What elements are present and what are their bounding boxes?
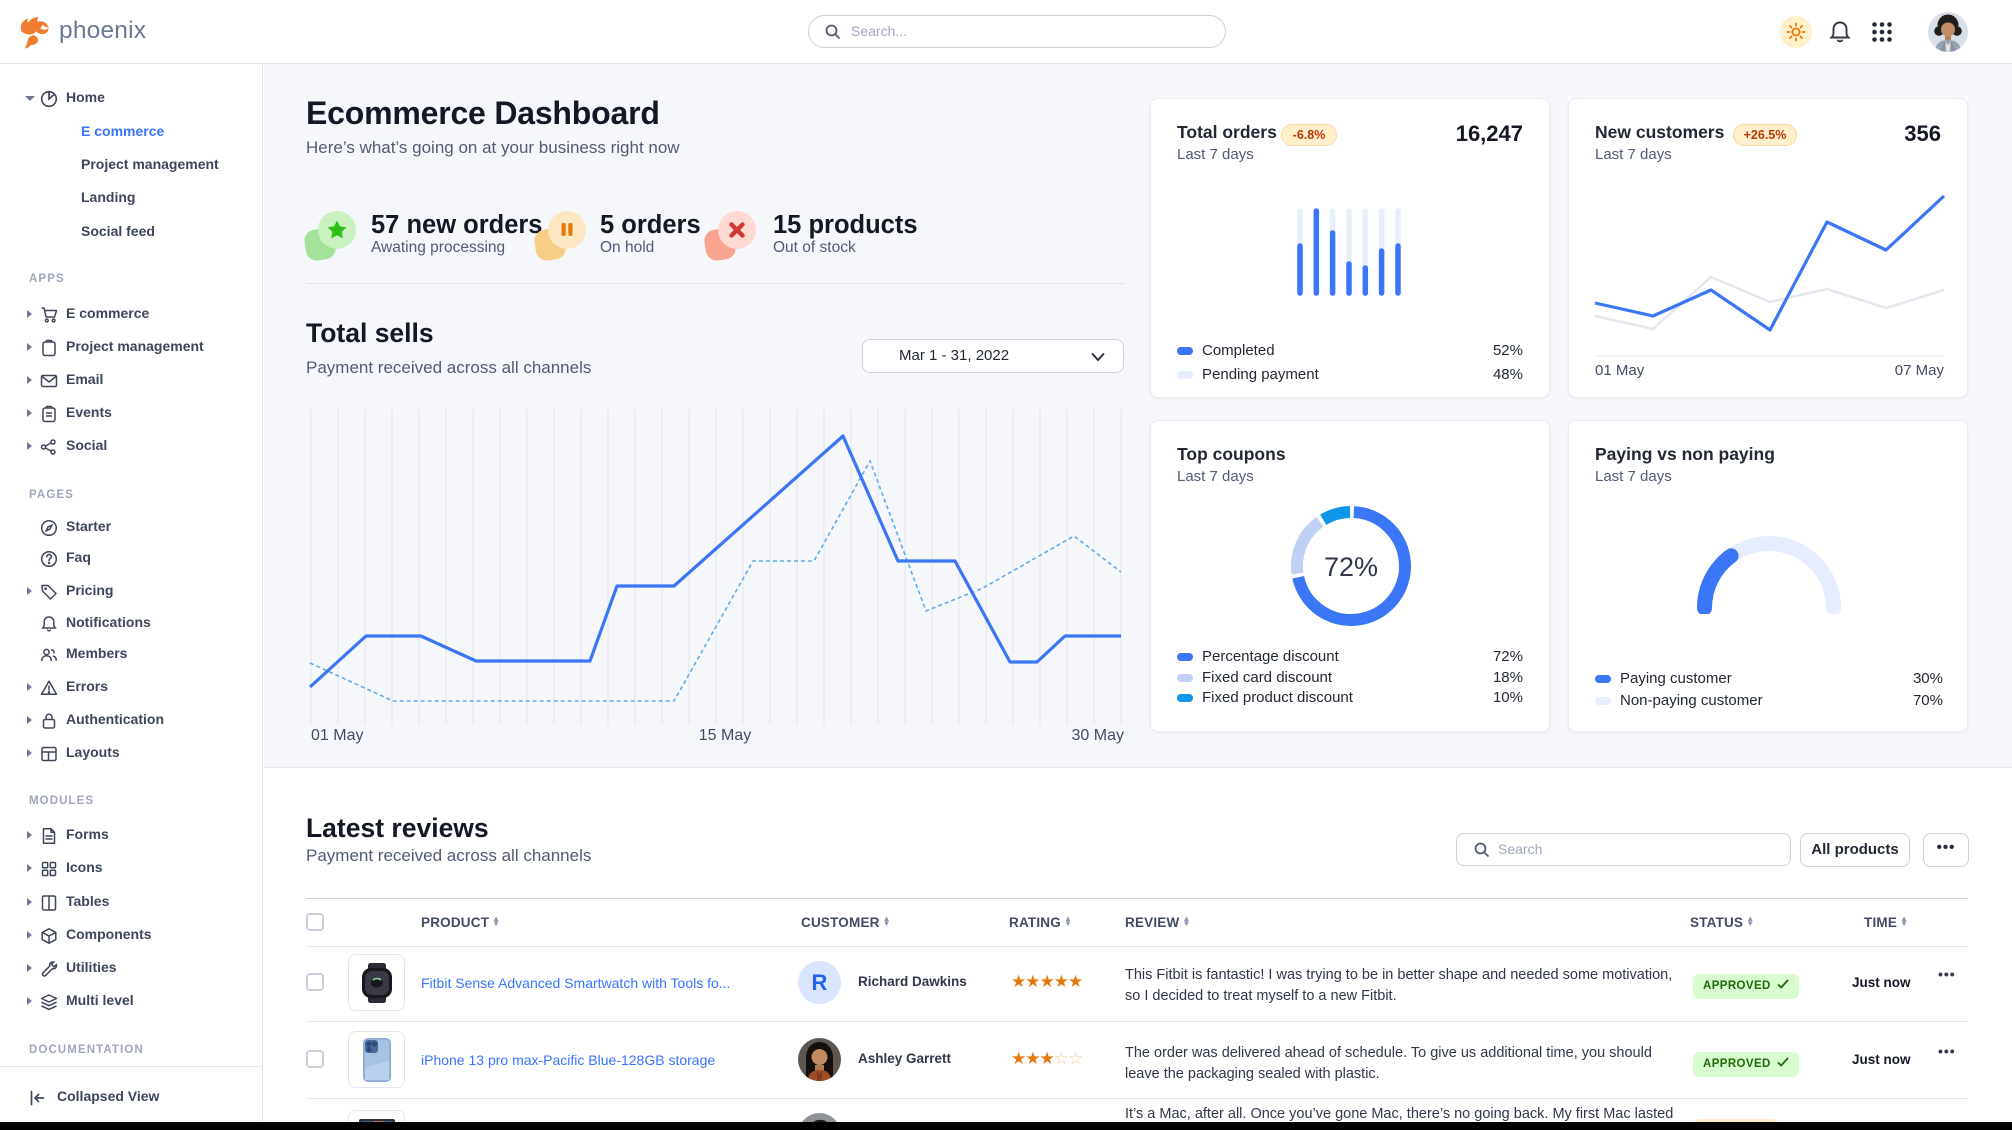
svg-text:15 May: 15 May xyxy=(699,727,751,744)
svg-text:07 May: 07 May xyxy=(1895,362,1945,379)
svg-text:30 May: 30 May xyxy=(1072,727,1124,744)
svg-text:01 May: 01 May xyxy=(1595,362,1645,379)
svg-text:72%: 72% xyxy=(1324,552,1378,582)
svg-text:01 May: 01 May xyxy=(311,727,363,744)
